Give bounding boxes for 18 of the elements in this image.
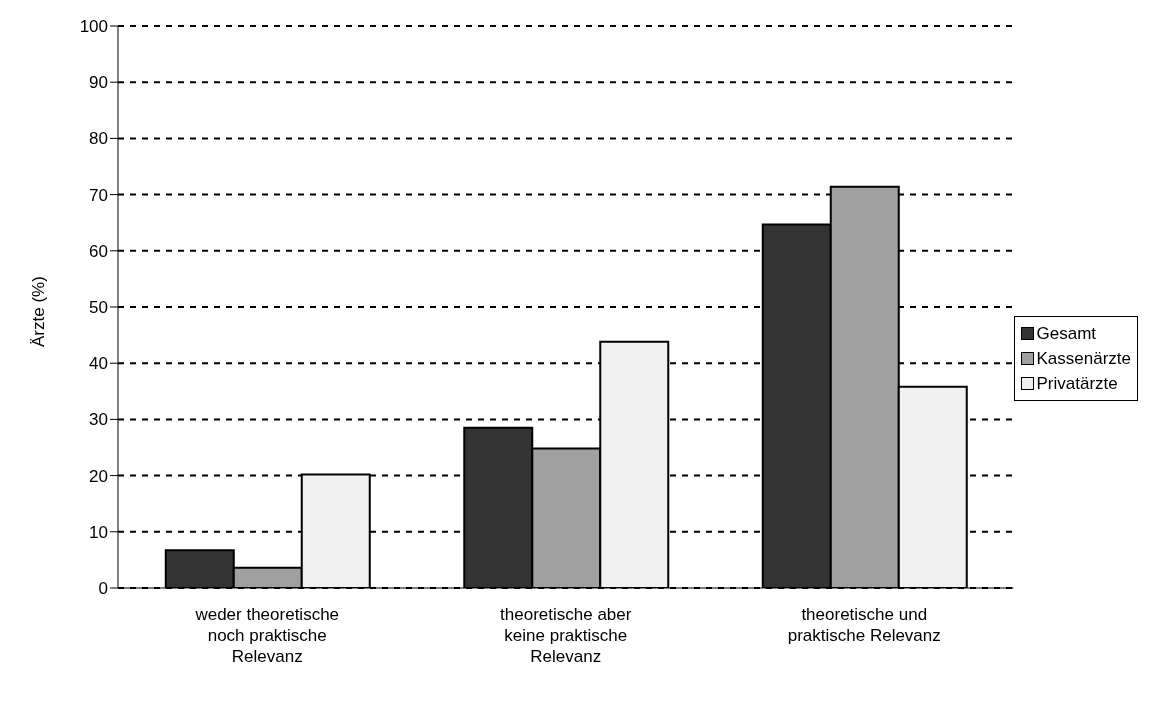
y-tick-label: 10	[89, 522, 108, 542]
legend-label: Kassenärzte	[1035, 347, 1131, 370]
x-tick-label: weder theoretische noch praktische Relevanz	[194, 605, 340, 666]
y-tick-label: 20	[89, 466, 108, 486]
y-tick-label: 30	[89, 410, 108, 430]
y-tick-label: 0	[98, 579, 108, 599]
y-tick-label: 100	[79, 17, 108, 37]
y-tick-label: 40	[89, 354, 108, 374]
y-tick-label: 50	[89, 298, 108, 318]
legend-label: Privatärzte	[1035, 372, 1119, 395]
x-tick-label: theoretische und praktische Relevanz	[787, 605, 941, 645]
y-tick-label: 60	[89, 241, 108, 261]
x-tick-label: theoretische aber keine praktische Relevanz	[500, 605, 632, 666]
legend-label: Gesamt	[1035, 322, 1098, 345]
y-tick-label: 80	[89, 129, 108, 149]
y-tick-label: 70	[89, 185, 108, 205]
y-tick-label: 90	[89, 73, 108, 93]
y-axis-title: Ärzte (%)	[29, 276, 49, 347]
